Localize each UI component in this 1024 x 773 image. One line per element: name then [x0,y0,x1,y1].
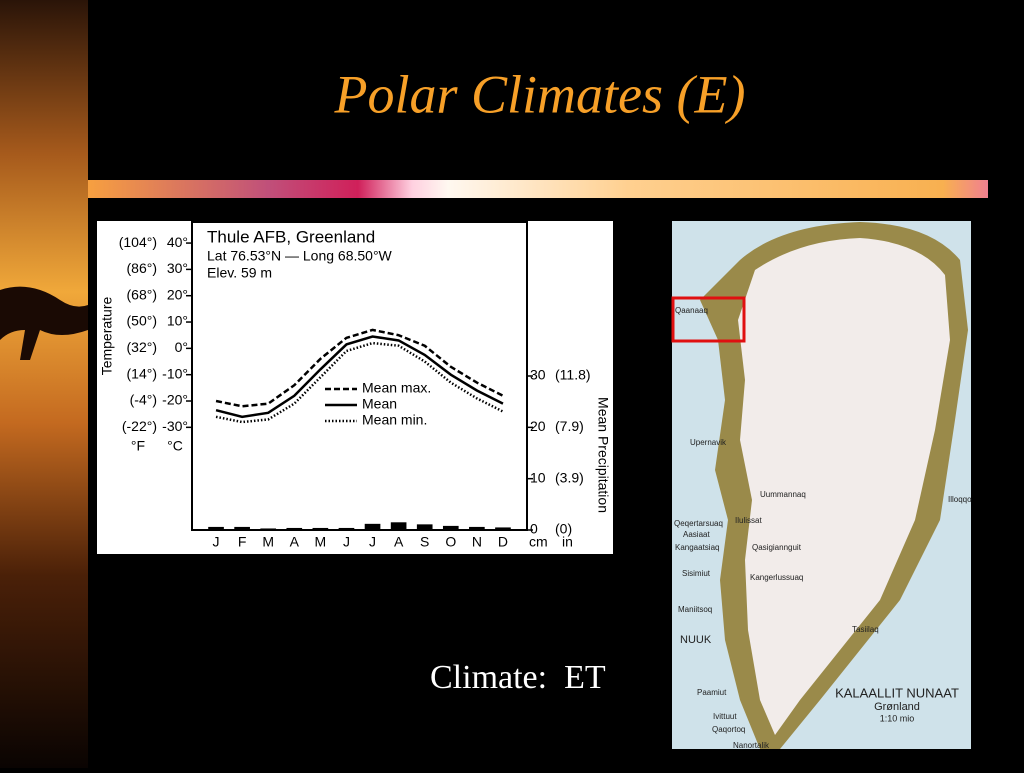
x-tick-label: A [290,534,300,550]
y2-tick-label: 10 [530,469,546,485]
tree-silhouette [0,286,88,360]
y2-unit: cm [529,534,548,550]
map-title: KALAALLIT NUNAAT [835,685,959,700]
map-label: Qaqortoq [712,725,745,734]
map-label: Illoqqo [948,495,972,504]
x-tick-label: M [315,534,327,550]
map-label: Paamiut [697,688,727,697]
y2-tick-label: 0 [530,521,538,537]
map-label: Ilulissat [735,516,762,525]
x-tick-label: F [238,534,247,550]
map-label: Sisimiut [682,569,711,578]
map-label: Kangaatsiaq [675,543,719,552]
map-label: Qaanaaq [675,306,708,315]
legend-label: Mean min. [362,412,427,428]
y2-tick-label-in: (11.8) [555,367,591,383]
map-label: Ivittuut [713,712,737,721]
divider-bar [88,180,988,198]
climate-caption: Climate: ET [430,659,606,696]
y-tick-label: 40° [167,234,188,250]
y-tick-label: 20° [167,286,188,302]
legend-label: Mean max. [362,380,431,396]
map-label: Tasiilaq [852,625,879,634]
y-tick-label: 30° [167,260,188,276]
precip-bar [390,522,407,530]
y-tick-label: -30° [162,418,188,434]
map-label: Qeqertarsuaq [674,519,723,528]
y2-tick-label-in: (7.9) [555,418,584,434]
map-ice [738,238,950,735]
precip-bar [260,528,277,530]
y2-axis-label: Mean Precipitation [595,397,611,513]
chart-title: Thule AFB, Greenland [207,227,375,246]
y-tick-label: -10° [162,365,188,381]
y-tick-label-f: (-22°) [122,418,157,434]
y-tick-label-f: (104°) [119,234,157,250]
y-tick-label-f: (86°) [127,260,158,276]
map-label: Upernavik [690,438,727,447]
precip-bar [364,523,381,530]
precip-bar [442,525,459,530]
y-tick-label-f: (50°) [127,313,158,329]
precip-bar [286,527,303,530]
thule-highlight [671,296,746,343]
x-tick-label: J [343,534,350,550]
y-tick-label-f: (68°) [127,286,158,302]
y2-tick-label-in: (3.9) [555,469,584,485]
side-photo [0,0,88,768]
y-unit: °C [167,438,183,454]
map-scale: 1:10 mio [880,713,915,723]
map-label: Uummannaq [760,490,806,499]
chart-subtitle: Lat 76.53°N — Long 68.50°W [207,248,393,264]
temp-line [215,341,504,424]
slide-title: Polar Climates (E) [334,64,746,124]
x-tick-label: M [262,534,274,550]
y-axis-label: Temperature [99,296,115,375]
map-label: Nanortalik [733,741,770,750]
y-tick-label: -20° [162,392,188,408]
precip-bar [416,524,433,530]
map: Qaanaaq Upernavik Uummannaq Qeqertarsuaq Aas… [674,306,972,750]
y2-unit: in [562,534,573,550]
precip-bar [495,527,511,530]
x-tick-label: D [498,534,508,550]
x-tick-label: J [369,534,376,550]
y-tick-label-f: (14°) [127,365,158,381]
precip-bar [234,526,250,530]
y2-tick-label: 20 [530,418,546,434]
temp-line [215,328,504,408]
y2-tick-label: 30 [530,367,546,383]
y-tick-label: 10° [167,313,188,329]
temp-line [215,335,504,419]
map-label: NUUK [680,634,712,646]
legend-label: Mean [362,396,397,412]
precip-bar [338,527,355,530]
y2-tick-label-in: (0) [555,521,572,537]
chart: Thule AFB, Greenland Lat 76.53°N — Long 6… [99,227,612,549]
x-tick-label: O [445,534,456,550]
y-tick-label-f: (32°) [127,339,158,355]
x-tick-label: S [420,534,429,550]
chart-subtitle: Elev. 59 m [207,265,272,281]
x-tick-label: J [213,534,220,550]
y-tick-label: 0° [175,339,188,355]
y-unit: °F [131,438,145,454]
precip-bar [312,527,329,530]
y-tick-label-f: (-4°) [130,392,157,408]
precip-bar [469,526,485,530]
map-label: Maniitsoq [678,605,712,614]
map-subtitle: Grønland [874,701,920,713]
map-label: Aasiaat [683,530,710,539]
x-tick-label: N [472,534,482,550]
map-label: Qasigiannguit [752,543,802,552]
precip-bar [208,526,224,530]
x-tick-label: A [394,534,404,550]
map-label: Kangerlussuaq [750,573,803,582]
